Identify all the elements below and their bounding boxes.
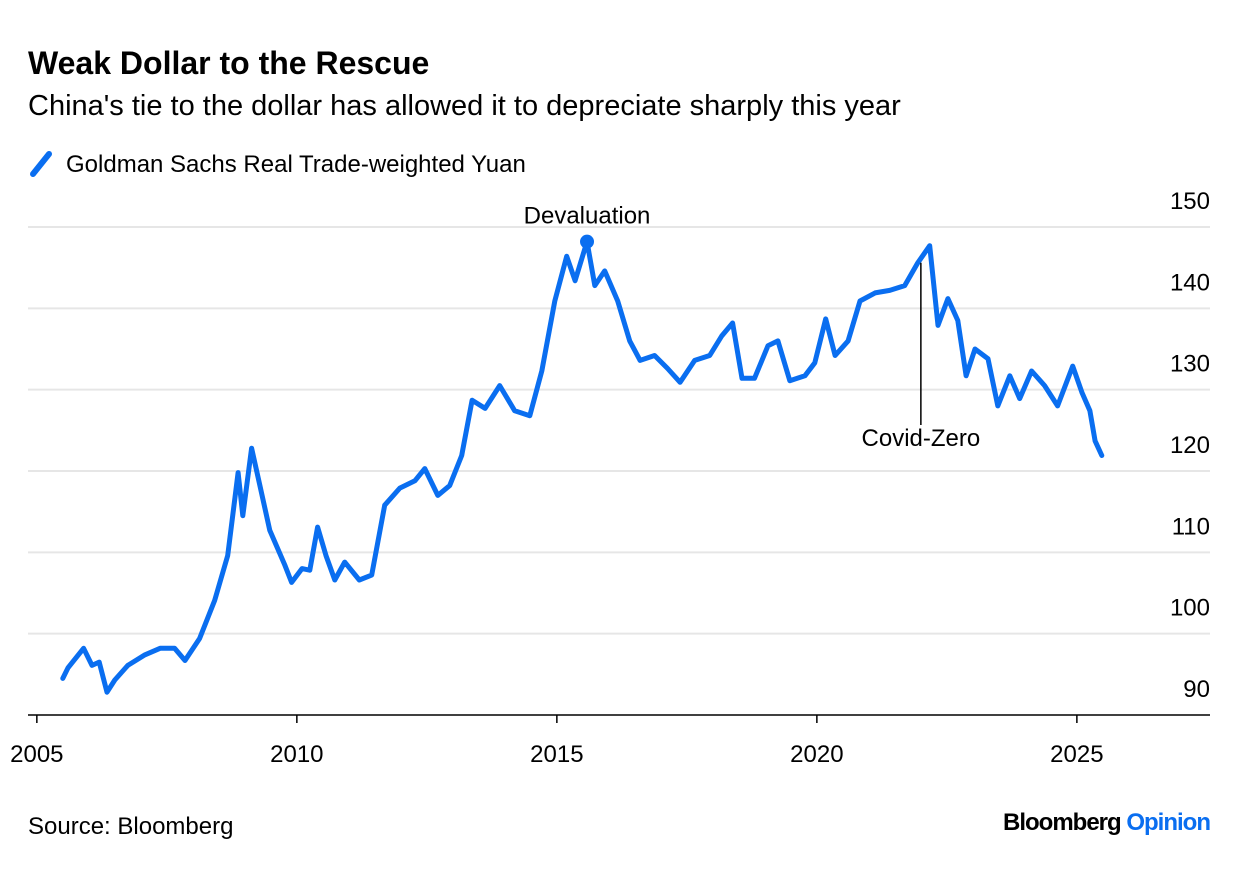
legend-label: Goldman Sachs Real Trade-weighted Yuan [66, 151, 526, 178]
brand-section: Opinion [1126, 809, 1210, 836]
x-tick-label: 2010 [270, 741, 323, 768]
y-tick-label: 130 [1170, 351, 1210, 378]
legend-swatch [30, 151, 52, 177]
y-tick-label: 140 [1170, 269, 1210, 296]
annotation-label: Devaluation [524, 203, 651, 230]
chart-subtitle: China's tie to the dollar has allowed it… [28, 90, 901, 122]
x-tick-label: 2020 [790, 741, 843, 768]
y-tick-label: 90 [1183, 676, 1210, 703]
x-tick-label: 2025 [1050, 741, 1103, 768]
source: Source: Bloomberg [28, 813, 233, 840]
brand-name: Bloomberg [1003, 809, 1121, 836]
x-tick-label: 2005 [10, 741, 63, 768]
annotation-label: Covid-Zero [862, 425, 981, 452]
series-line [60, 239, 1105, 695]
y-tick-label: 120 [1170, 432, 1210, 459]
x-tick-label: 2015 [530, 741, 583, 768]
brand: Bloomberg Opinion [1003, 809, 1210, 836]
y-tick-label: 110 [1172, 513, 1210, 540]
y-tick-label: 150 [1170, 188, 1210, 215]
chart-title: Weak Dollar to the Rescue [28, 45, 429, 81]
annotation-dot [580, 234, 595, 249]
y-tick-label: 100 [1170, 595, 1210, 622]
